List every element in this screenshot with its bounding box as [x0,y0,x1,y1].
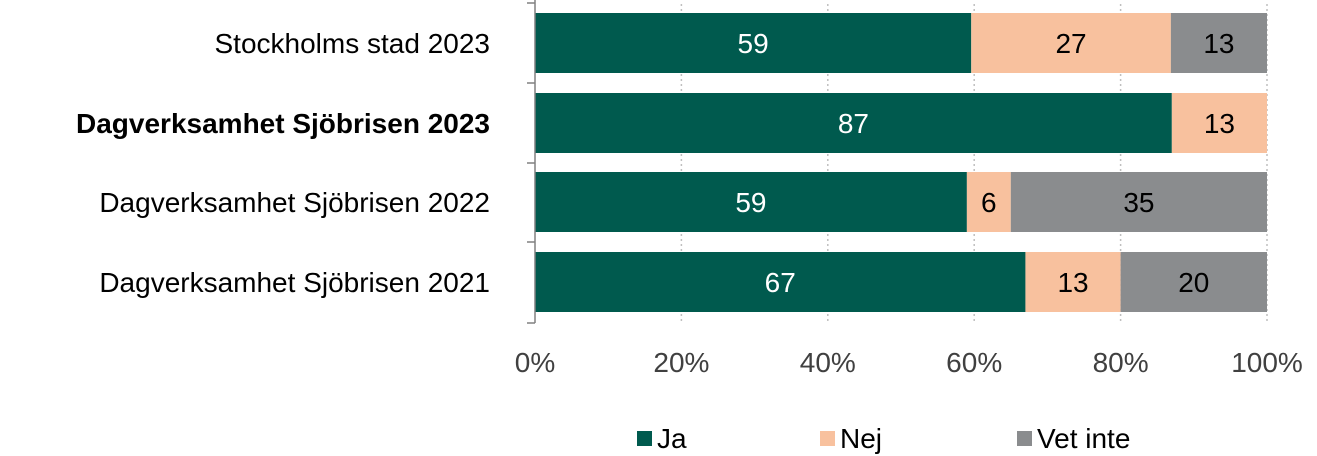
data-label: 59 [735,187,766,218]
category-label: Dagverksamhet Sjöbrisen 2021 [99,267,490,298]
bar-segment-ja [535,172,967,232]
legend: Ja Nej Vet inte [637,423,1130,454]
data-label: 13 [1204,108,1235,139]
tick-label: 0% [515,347,555,378]
category-label: Stockholms stad 2023 [215,28,491,59]
category-label: Dagverksamhet Sjöbrisen 2023 [76,108,490,139]
bar-segment-vet-inte [1010,172,1267,232]
bars: 59 27 13 87 13 59 6 35 67 13 20 [535,13,1267,312]
data-label: 27 [1055,28,1086,59]
bar-segment-ja [535,252,1026,312]
bar-segment-nej [966,172,1011,232]
bar-segment-ja [535,13,972,73]
data-label: 6 [981,187,997,218]
tick-label: 100% [1231,347,1303,378]
bar-segment-ja [535,93,1172,153]
legend-swatch [1017,431,1032,446]
tick-label: 60% [946,347,1002,378]
data-label: 13 [1057,267,1088,298]
x-axis-ticks: 0% 20% 40% 60% 80% 100% [515,347,1303,378]
legend-label: Nej [840,423,882,454]
legend-label: Vet inte [1037,423,1130,454]
tick-label: 40% [800,347,856,378]
bar-segment-vet-inte [1170,13,1267,73]
category-label: Dagverksamhet Sjöbrisen 2022 [99,187,490,218]
data-label: 13 [1203,28,1234,59]
bar-segment-vet-inte [1120,252,1267,312]
legend-swatch [637,431,652,446]
bar-segment-nej [971,13,1171,73]
y-axis [527,0,536,324]
legend-swatch [820,431,835,446]
data-label: 59 [738,28,769,59]
data-label: 87 [838,108,869,139]
tick-label: 20% [653,347,709,378]
tick-label: 80% [1093,347,1149,378]
bar-segment-nej [1025,252,1121,312]
data-label: 67 [765,267,796,298]
bar-segment-nej [1171,93,1267,153]
category-labels: Stockholms stad 2023 Dagverksamhet Sjöbri… [76,28,490,298]
data-label: 20 [1178,267,1209,298]
legend-label: Ja [657,423,687,454]
data-label: 35 [1123,187,1154,218]
